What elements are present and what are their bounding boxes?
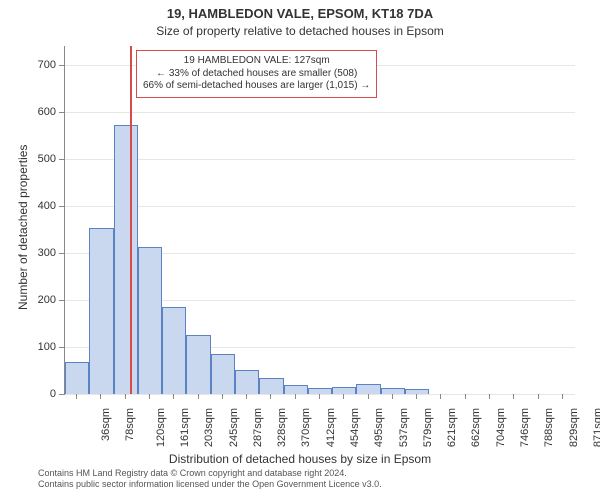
x-tick-mark	[513, 394, 514, 399]
grid-line	[65, 206, 575, 207]
y-tick-label: 500	[30, 153, 56, 165]
x-tick-label: 662sqm	[471, 408, 483, 447]
y-tick-label: 400	[30, 200, 56, 212]
x-tick-label: 621sqm	[446, 408, 458, 447]
x-tick-label: 788sqm	[543, 408, 555, 447]
x-tick-label: 36sqm	[100, 408, 112, 441]
annotation-box: 19 HAMBLEDON VALE: 127sqm← 33% of detach…	[136, 50, 377, 98]
x-tick-label: 161sqm	[179, 408, 191, 447]
x-tick-mark	[295, 394, 296, 399]
x-tick-label: 203sqm	[203, 408, 215, 447]
y-tick-label: 100	[30, 341, 56, 353]
x-tick-mark	[562, 394, 563, 399]
histogram-bar	[138, 247, 162, 394]
x-tick-label: 370sqm	[301, 408, 313, 447]
x-tick-label: 412sqm	[325, 408, 337, 447]
chart-subtitle: Size of property relative to detached ho…	[0, 24, 600, 38]
histogram-bar	[186, 335, 210, 394]
x-tick-mark	[125, 394, 126, 399]
grid-line	[65, 394, 575, 395]
histogram-bar	[235, 370, 259, 394]
histogram-bar	[65, 362, 89, 394]
y-tick-label: 200	[30, 294, 56, 306]
x-tick-mark	[246, 394, 247, 399]
x-tick-label: 537sqm	[398, 408, 410, 447]
grid-line	[65, 159, 575, 160]
x-tick-label: 871sqm	[592, 408, 600, 447]
grid-line	[65, 112, 575, 113]
property-marker-line	[130, 46, 132, 394]
x-tick-mark	[319, 394, 320, 399]
histogram-bar	[89, 228, 113, 394]
x-tick-mark	[222, 394, 223, 399]
x-tick-label: 579sqm	[422, 408, 434, 447]
annotation-line: ← 33% of detached houses are smaller (50…	[143, 68, 370, 81]
x-tick-mark	[440, 394, 441, 399]
y-axis-label: Number of detached properties	[16, 145, 30, 310]
histogram-bar	[381, 388, 405, 394]
x-tick-mark	[538, 394, 539, 399]
y-tick-label: 700	[30, 59, 56, 71]
x-tick-mark	[100, 394, 101, 399]
x-tick-mark	[76, 394, 77, 399]
x-tick-mark	[368, 394, 369, 399]
x-tick-mark	[173, 394, 174, 399]
footer-line: Contains public sector information licen…	[38, 479, 600, 490]
x-tick-mark	[489, 394, 490, 399]
histogram-bar	[284, 385, 308, 394]
x-tick-mark	[343, 394, 344, 399]
histogram-bar	[162, 307, 186, 394]
x-tick-mark	[416, 394, 417, 399]
x-tick-mark	[149, 394, 150, 399]
footer-line: Contains HM Land Registry data © Crown c…	[38, 468, 600, 479]
annotation-line: 19 HAMBLEDON VALE: 127sqm	[143, 55, 370, 68]
x-tick-label: 829sqm	[568, 408, 580, 447]
x-tick-label: 120sqm	[155, 408, 167, 447]
x-tick-mark	[270, 394, 271, 399]
x-tick-label: 78sqm	[124, 408, 136, 441]
histogram-bar	[356, 384, 380, 394]
y-tick-label: 300	[30, 247, 56, 259]
x-tick-mark	[198, 394, 199, 399]
x-tick-mark	[392, 394, 393, 399]
histogram-bar	[114, 125, 138, 394]
histogram-bar	[259, 378, 283, 394]
y-tick-label: 600	[30, 106, 56, 118]
x-tick-label: 287sqm	[252, 408, 264, 447]
y-tick-label: 0	[30, 388, 56, 400]
x-tick-label: 454sqm	[349, 408, 361, 447]
x-tick-label: 495sqm	[373, 408, 385, 447]
x-tick-label: 746sqm	[519, 408, 531, 447]
x-tick-label: 328sqm	[276, 408, 288, 447]
x-tick-label: 245sqm	[228, 408, 240, 447]
footer-credits: Contains HM Land Registry data © Crown c…	[38, 468, 600, 491]
x-tick-mark	[465, 394, 466, 399]
histogram-bar	[211, 354, 235, 394]
histogram-bar	[405, 389, 429, 394]
chart-container: { "title": { "text": "19, HAMBLEDON VALE…	[0, 0, 600, 500]
x-tick-label: 704sqm	[495, 408, 507, 447]
annotation-line: 66% of semi-detached houses are larger (…	[143, 80, 370, 93]
histogram-bar	[332, 387, 356, 394]
plot-area	[64, 46, 575, 395]
chart-title: 19, HAMBLEDON VALE, EPSOM, KT18 7DA	[0, 6, 600, 21]
x-axis-label: Distribution of detached houses by size …	[0, 452, 600, 466]
